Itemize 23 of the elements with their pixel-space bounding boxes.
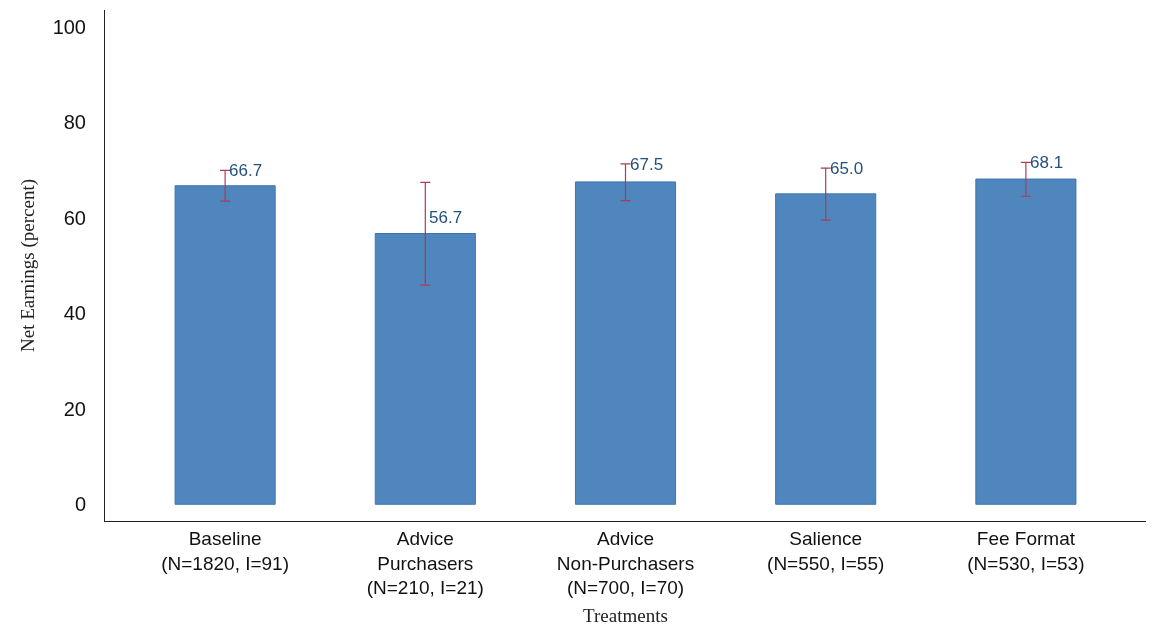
y-tick-label: 20	[63, 397, 86, 420]
x-tick-label: Advice Non-Purchasers (N=700, I=70)	[556, 527, 695, 599]
y-tick-label: 40	[63, 302, 86, 325]
x-tick-label: Baseline (N=1820, I=91)	[161, 527, 290, 574]
bar	[775, 193, 877, 505]
bar	[374, 233, 476, 505]
bar	[975, 178, 1077, 505]
data-label: 66.7	[229, 161, 263, 180]
data-label: 65.0	[830, 159, 864, 178]
bar	[174, 185, 276, 505]
y-tick-label: 100	[52, 15, 86, 38]
x-tick-label: Advice Purchasers (N=210, I=21)	[366, 527, 484, 599]
x-axis-title: Treatments	[583, 605, 668, 626]
x-tick-label: Salience (N=550, I=55)	[767, 527, 885, 574]
y-tick-label: 0	[74, 493, 86, 516]
x-tick-label: Fee Format (N=530, I=53)	[967, 527, 1085, 574]
bar	[574, 181, 677, 505]
data-label: 67.5	[630, 155, 664, 174]
y-tick-label: 80	[63, 111, 86, 134]
y-tick-label: 60	[63, 206, 86, 229]
data-label: 56.7	[429, 208, 463, 227]
y-axis-title: Net Earnings (percent)	[17, 178, 40, 353]
data-label: 68.1	[1030, 153, 1064, 172]
